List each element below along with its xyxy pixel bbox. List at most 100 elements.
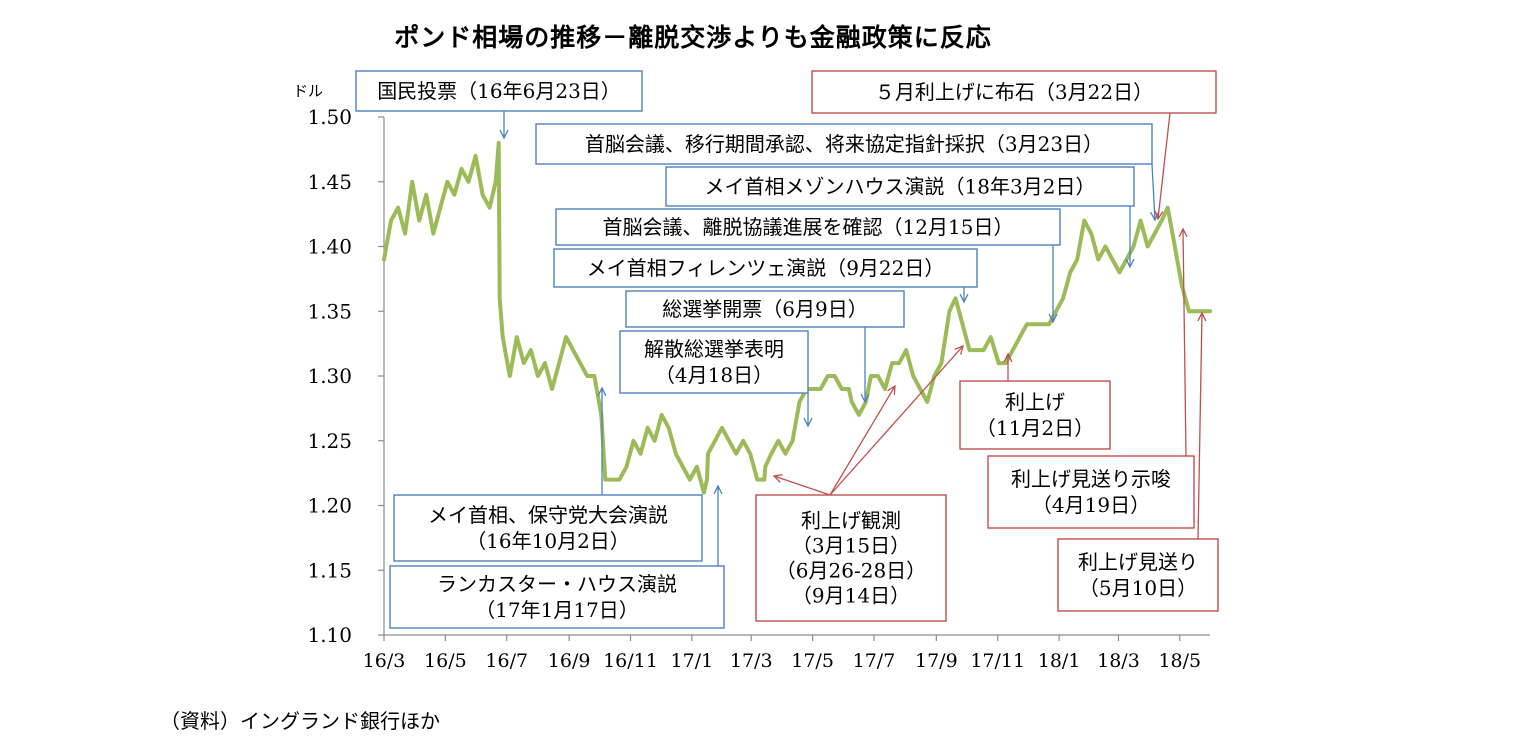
annotation-text: （9月14日） <box>792 584 910 608</box>
data-point <box>389 219 393 223</box>
annotation-box <box>811 70 1217 114</box>
data-point <box>953 296 958 300</box>
annotation-text: 解散総選挙表明 <box>644 337 784 361</box>
data-point <box>571 348 575 352</box>
y-tick-label: 1.20 <box>307 494 352 518</box>
y-tick-label: 1.45 <box>307 170 352 194</box>
annotation-florence-speech: メイ首相フィレンツェ演説（9月22日） <box>553 248 978 288</box>
data-point <box>410 180 414 184</box>
annotation-box <box>755 494 947 622</box>
data-point <box>543 361 547 365</box>
data-point <box>1139 219 1143 223</box>
y-tick-label: 1.25 <box>307 429 352 453</box>
data-point <box>674 452 678 456</box>
annotation-hike-delayed: 利上げ見送り（5月10日） <box>1057 538 1219 612</box>
data-point <box>431 232 435 236</box>
data-point <box>1131 244 1136 249</box>
data-point <box>705 478 709 482</box>
data-point <box>624 465 629 469</box>
data-point <box>713 439 717 443</box>
source-note: （資料）イングランド銀行ほか <box>160 709 440 733</box>
data-point <box>459 167 464 171</box>
annotation-arrow-hike-delay-hint <box>1183 229 1186 457</box>
data-point <box>748 452 752 456</box>
data-point <box>960 322 965 326</box>
data-point <box>890 361 894 365</box>
data-point <box>840 387 844 391</box>
data-point <box>989 335 993 339</box>
annotation-hike-delay-hint: 利上げ見送り示唆（4月19日） <box>987 455 1195 529</box>
data-point <box>1117 270 1122 274</box>
annotation-arrow-hike-delayed <box>1198 313 1202 540</box>
data-point <box>515 335 519 339</box>
annotation-arrow-may-hike-hint <box>1158 112 1171 219</box>
data-point <box>847 387 851 391</box>
x-tick-label: 18/3 <box>1097 650 1140 672</box>
data-point <box>706 452 710 456</box>
data-point <box>1061 296 1065 300</box>
data-point <box>403 232 407 236</box>
data-point <box>508 374 512 378</box>
data-point <box>1018 335 1022 339</box>
data-point <box>790 439 795 443</box>
data-point <box>653 439 657 443</box>
annotation-text: （4月18日） <box>655 363 773 387</box>
annotation-text: 国民投票（16年6月23日） <box>377 79 621 103</box>
annotation-arrow-summit-transition <box>1152 163 1155 220</box>
annotation-box <box>959 380 1111 450</box>
x-tick-label: 17/11 <box>970 650 1025 672</box>
x-tick-label: 17/3 <box>730 650 773 672</box>
data-point <box>1208 309 1212 313</box>
data-point <box>1047 322 1051 326</box>
data-point <box>1075 257 1079 262</box>
data-point <box>762 478 766 482</box>
annotation-arrows <box>504 111 1202 566</box>
data-point <box>1011 348 1015 352</box>
data-point <box>481 193 485 197</box>
annotation-summit-transition: 首脳会議、移行期間承認、将来協定指針採択（3月23日） <box>535 123 1153 165</box>
series-line <box>382 140 1212 495</box>
annotation-text: 利上げ観測 <box>801 509 901 533</box>
data-point <box>382 257 386 262</box>
annotation-text: （16年10月2日） <box>466 529 630 553</box>
data-point <box>876 374 880 378</box>
data-point <box>975 348 979 352</box>
y-tick-label: 1.35 <box>307 299 352 323</box>
data-point <box>688 478 692 482</box>
data-point <box>783 452 788 456</box>
data-point <box>1054 309 1058 313</box>
annotation-text: （6月26‐28日） <box>776 559 926 583</box>
annotation-arrow-hike-speculation <box>829 386 895 496</box>
data-point <box>550 387 554 391</box>
annotation-text: （3月15日） <box>792 534 910 558</box>
data-point <box>925 400 929 404</box>
annotation-box <box>553 248 978 288</box>
data-point <box>982 348 986 352</box>
data-point <box>617 478 622 482</box>
data-point <box>1201 309 1205 313</box>
annotation-box <box>619 330 809 394</box>
data-point <box>1166 206 1170 210</box>
data-point <box>498 296 502 300</box>
annotation-box <box>393 494 703 562</box>
data-point <box>396 206 400 210</box>
data-point <box>776 439 781 443</box>
data-point <box>522 361 526 365</box>
data-point <box>997 361 1001 365</box>
annotation-text: メイ首相メゾンハウス演説（18年3月2日） <box>705 175 1096 199</box>
x-tick-label: 17/5 <box>791 650 834 672</box>
annotation-snap-election: 解散総選挙表明（4月18日） <box>619 330 809 394</box>
data-point <box>681 465 685 469</box>
axes: 1.10 1.15 1.20 1.25 1.30 1.35 1.40 1.45 1.50 ドル 16… <box>293 82 1210 672</box>
data-point <box>1160 219 1164 223</box>
data-point <box>897 361 901 365</box>
data-point <box>660 413 664 417</box>
data-point <box>1089 232 1093 236</box>
data-point <box>763 465 767 469</box>
data-point <box>755 478 759 482</box>
chart-title: ポンド相場の推移－離脱交渉よりも金融政策に反応 <box>394 23 992 52</box>
data-point <box>797 400 802 404</box>
annotation-hike-speculation: 利上げ観測（3月15日）（6月26‐28日）（9月14日） <box>755 494 947 622</box>
annotation-text: 利上げ見送り <box>1078 550 1198 574</box>
data-point <box>911 374 915 378</box>
